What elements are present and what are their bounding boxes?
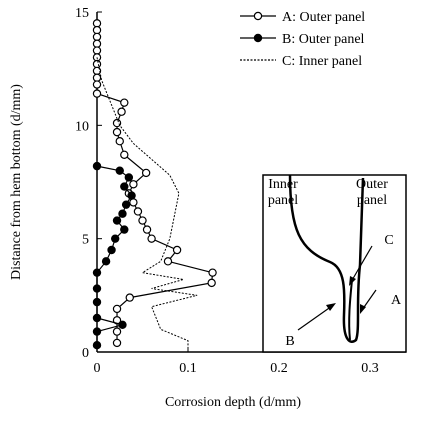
data-point	[133, 207, 143, 216]
data-point	[92, 89, 102, 98]
legend-label: A: Outer panel	[282, 10, 365, 25]
data-point	[118, 209, 127, 218]
arrowhead	[360, 304, 366, 314]
data-point	[92, 46, 102, 55]
data-point	[141, 168, 151, 178]
x-axis-title: Corrosion depth (d/mm)	[165, 395, 301, 410]
data-point	[124, 173, 134, 182]
data-point	[163, 257, 173, 266]
data-point	[110, 234, 120, 243]
inset-label-line: panel	[268, 193, 298, 208]
inset-label: Outer panel	[356, 177, 388, 208]
data-point	[147, 234, 156, 243]
data-point	[101, 257, 111, 266]
data-point	[112, 127, 122, 137]
inset-label-line: Outer	[356, 177, 388, 192]
arrow	[350, 245, 373, 283]
data-point	[138, 216, 147, 225]
data-point	[92, 73, 102, 82]
x-tick-label: 0.3	[361, 361, 379, 376]
plot-area: 0 5 10 15 0 0.1 0.2 0.3	[75, 6, 406, 376]
data-point	[120, 225, 129, 234]
data-point	[112, 118, 122, 128]
series-line	[96, 23, 214, 343]
data-point	[172, 245, 182, 255]
data-point	[112, 304, 122, 314]
series-line	[96, 57, 279, 353]
inset-profile	[348, 279, 353, 341]
data-point	[92, 80, 102, 89]
inset-label: B	[285, 334, 294, 349]
data-point	[120, 98, 129, 107]
data-point	[208, 268, 217, 277]
y-tick-label: 15	[75, 6, 89, 21]
data-point	[92, 268, 102, 277]
arrowhead	[349, 276, 356, 286]
data-point	[92, 59, 102, 69]
legend-label: C: Inner panel	[282, 54, 362, 69]
data-point	[117, 107, 126, 116]
data-point	[115, 136, 124, 146]
inset-frame	[262, 174, 407, 353]
data-point	[253, 11, 263, 21]
inset-label: C	[384, 233, 393, 248]
x-tick-label: 0	[94, 361, 101, 376]
inset-label-line: panel	[357, 193, 387, 208]
data-point	[118, 320, 127, 329]
inset-profile	[288, 174, 365, 343]
data-point	[92, 161, 102, 171]
data-point	[92, 313, 102, 323]
data-point	[107, 245, 116, 255]
inset-label: A	[391, 293, 402, 308]
data-point	[121, 200, 131, 209]
data-point	[129, 180, 138, 189]
data-point	[92, 39, 102, 48]
data-point	[92, 341, 102, 350]
data-point	[92, 19, 102, 28]
data-point	[127, 191, 136, 200]
data-point	[120, 182, 129, 191]
x-tick-label: 0.1	[179, 361, 197, 376]
x-tick-label: 0.2	[270, 361, 288, 376]
arrow	[297, 305, 333, 331]
data-point	[142, 225, 152, 234]
data-point	[112, 327, 122, 336]
data-point	[125, 293, 134, 302]
legend-label: B: Outer panel	[282, 32, 365, 47]
y-axis-title: Distance from hem bottom (d/mm)	[9, 84, 24, 280]
data-point	[112, 338, 122, 348]
data-point	[253, 33, 263, 43]
y-tick-label: 5	[82, 233, 89, 248]
data-point	[92, 284, 102, 293]
data-point	[92, 297, 102, 307]
data-point	[120, 150, 129, 159]
inset-label-line: Inner	[268, 177, 298, 192]
data-point	[92, 327, 102, 336]
data-point	[115, 166, 124, 175]
data-point	[129, 198, 138, 207]
inset-label: Inner panel	[268, 177, 298, 208]
arrowhead	[326, 303, 336, 311]
data-point	[92, 25, 102, 35]
data-point	[112, 216, 122, 225]
y-tick-label: 10	[75, 119, 89, 134]
data-point	[207, 278, 216, 288]
y-tick-label: 0	[82, 346, 89, 361]
data-point	[92, 32, 102, 42]
legend: A: Outer panel B: Outer panel C: Inner pan…	[240, 10, 365, 69]
